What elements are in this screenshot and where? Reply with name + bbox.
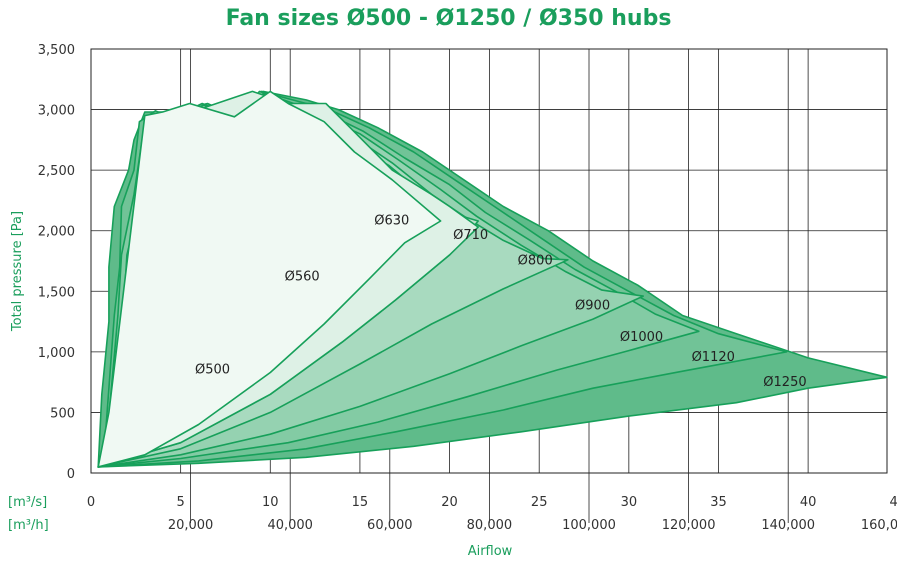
plot-frame <box>90 48 888 474</box>
x-tick-label: 45 <box>889 495 897 510</box>
series-area-d500 <box>97 90 442 468</box>
x2-tick-label: 160,000 <box>861 518 897 533</box>
x-tick-label: 5 <box>176 495 184 510</box>
series-label-d1250: Ø1250 <box>763 375 806 390</box>
series-label-d630: Ø630 <box>374 214 409 229</box>
series-label-d560: Ø560 <box>285 269 320 284</box>
series-label-d800: Ø800 <box>518 254 553 269</box>
x-tick-label: 35 <box>710 495 727 510</box>
x-tick-label: 20 <box>441 495 458 510</box>
x-tick-label: 30 <box>621 495 638 510</box>
y-tick-label: 2,500 <box>38 164 75 179</box>
y-tick-label: 0 <box>67 467 75 482</box>
y-axis-label: Total pressure [Pa] <box>10 211 25 332</box>
x2-tick-label: 100,000 <box>562 518 616 533</box>
x2-units-label: [m³/h] <box>8 518 49 533</box>
x2-tick-label: 40,000 <box>267 518 313 533</box>
series-label-d1000: Ø1000 <box>620 330 663 345</box>
y-tick-label: 3,500 <box>38 43 75 58</box>
y-tick-label: 3,000 <box>38 104 75 119</box>
x2-tick-label: 120,000 <box>662 518 716 533</box>
x-axis-label: Airflow <box>468 544 513 559</box>
series-label-d1120: Ø1120 <box>692 350 735 365</box>
y-tick-label: 1,000 <box>38 346 75 361</box>
series-label-d710: Ø710 <box>453 228 488 243</box>
chart-title: Fan sizes Ø500 - Ø1250 / Ø350 hubs <box>225 6 672 31</box>
x2-tick-label: 60,000 <box>367 518 413 533</box>
x-tick-label: 0 <box>87 495 95 510</box>
y-tick-label: 2,000 <box>38 225 75 240</box>
x-tick-label: 15 <box>352 495 369 510</box>
y-tick-label: 500 <box>50 406 75 421</box>
x2-tick-label: 20,000 <box>168 518 214 533</box>
series-label-d900: Ø900 <box>575 298 610 313</box>
x2-tick-label: 140,000 <box>761 518 815 533</box>
x-units-label: [m³/s] <box>8 495 47 510</box>
x2-tick-label: 80,000 <box>467 518 513 533</box>
x-tick-label: 10 <box>262 495 279 510</box>
series-label-d500: Ø500 <box>195 363 230 378</box>
y-tick-label: 1,500 <box>38 285 75 300</box>
x-tick-label: 40 <box>800 495 817 510</box>
x-tick-label: 25 <box>531 495 548 510</box>
